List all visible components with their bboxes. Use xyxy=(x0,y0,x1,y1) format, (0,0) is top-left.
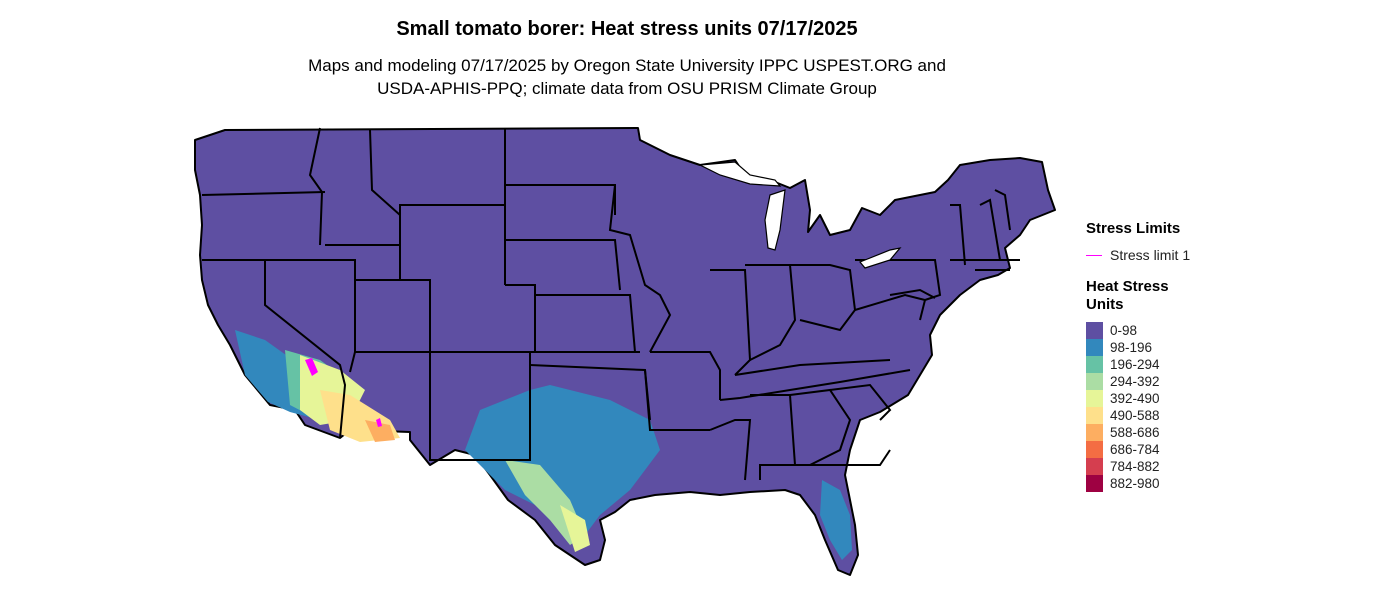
heat-swatch-label: 588-686 xyxy=(1110,425,1160,440)
heat-swatch xyxy=(1086,390,1103,407)
heat-swatch xyxy=(1086,407,1103,424)
heat-legend-item: 588-686 xyxy=(1086,424,1386,441)
heat-legend-item: 196-294 xyxy=(1086,356,1386,373)
stress-limit-1-area-2 xyxy=(376,418,382,427)
heat-legend-item: 392-490 xyxy=(1086,390,1386,407)
heat-legend-item: 490-588 xyxy=(1086,407,1386,424)
zone-588-686-southwest xyxy=(365,420,395,442)
heat-swatch xyxy=(1086,475,1103,492)
zone-98-196-florida xyxy=(820,480,852,560)
zone-98-196-texas xyxy=(465,385,660,535)
heat-swatch-label: 784-882 xyxy=(1110,459,1160,474)
subtitle-line-2: USDA-APHIS-PPQ; climate data from OSU PR… xyxy=(377,79,877,98)
heat-legend-item: 686-784 xyxy=(1086,441,1386,458)
lake-michigan xyxy=(764,189,786,251)
lake-superior xyxy=(697,161,782,187)
heat-swatch-label: 0-98 xyxy=(1110,323,1138,338)
heat-swatch-label: 196-294 xyxy=(1110,357,1160,372)
heat-stress-units-title: Heat Stress Units xyxy=(1086,278,1169,313)
state-borders xyxy=(201,127,1020,481)
heat-swatch xyxy=(1086,322,1103,339)
us-heat-stress-map xyxy=(190,120,1070,590)
heat-swatch xyxy=(1086,373,1103,390)
stress-limit-label: Stress limit 1 xyxy=(1110,247,1191,263)
stress-limits-title: Stress Limits xyxy=(1086,220,1181,237)
heat-swatch xyxy=(1086,458,1103,475)
stress-limit-legend-item: Stress limit 1 xyxy=(1086,244,1386,266)
heat-swatch-label: 882-980 xyxy=(1110,476,1160,491)
heat-swatch xyxy=(1086,424,1103,441)
stress-limit-line-swatch xyxy=(1086,254,1102,256)
heat-legend-item: 294-392 xyxy=(1086,373,1386,390)
map-legend: Stress Limits Stress limit 1 Heat Stress… xyxy=(1086,220,1386,492)
heat-legend-item: 784-882 xyxy=(1086,458,1386,475)
heat-swatch-label: 392-490 xyxy=(1110,391,1160,406)
heat-swatch-label: 686-784 xyxy=(1110,442,1160,457)
heat-swatch-label: 294-392 xyxy=(1110,374,1160,389)
lake-erie xyxy=(859,247,902,269)
heat-swatch xyxy=(1086,339,1103,356)
heat-legend-item: 98-196 xyxy=(1086,339,1386,356)
heat-legend-item: 882-980 xyxy=(1086,475,1386,492)
zone-392-490-texas xyxy=(560,505,590,552)
zone-294-392-texas xyxy=(505,460,585,545)
heat-swatch xyxy=(1086,356,1103,373)
heat-swatch xyxy=(1086,441,1103,458)
heat-swatch-label: 490-588 xyxy=(1110,408,1160,423)
heat-stress-swatches: 0-98 98-196 196-294 294-392 392-490 490-… xyxy=(1086,322,1386,492)
stress-limit-1-area xyxy=(305,358,318,376)
map-title: Small tomato borer: Heat stress units 07… xyxy=(396,18,858,40)
subtitle-line-1: Maps and modeling 07/17/2025 by Oregon S… xyxy=(308,56,946,75)
heat-swatch-label: 98-196 xyxy=(1110,340,1153,355)
heat-legend-item: 0-98 xyxy=(1086,322,1386,339)
map-subtitle: Maps and modeling 07/17/2025 by Oregon S… xyxy=(0,54,1254,100)
